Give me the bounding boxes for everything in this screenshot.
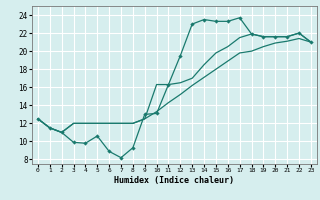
X-axis label: Humidex (Indice chaleur): Humidex (Indice chaleur): [115, 176, 234, 185]
